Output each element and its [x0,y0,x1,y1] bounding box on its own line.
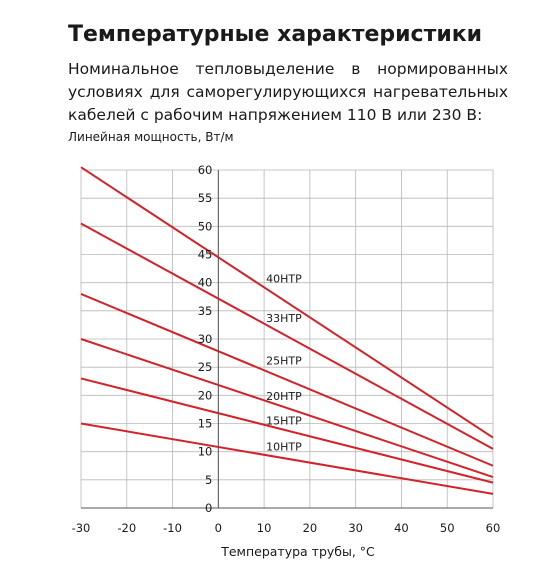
series-line [80,377,494,484]
x-tick-label: 40 [394,521,409,535]
y-tick-label: 30 [198,332,213,346]
series-line [80,166,494,439]
y-tick-label: 25 [198,360,213,374]
x-tick-label: 50 [440,521,455,535]
series-line [80,293,494,467]
y-tick-label: 10 [198,445,213,459]
series-lines [80,166,494,495]
chart-description: Номинальное тепловыделение в нормированн… [68,60,508,124]
y-tick-label: 55 [198,191,213,205]
x-tick-label: 10 [257,521,272,535]
x-tick-label: -30 [72,521,91,535]
y-tick-label: 45 [198,248,213,262]
series-line [80,338,494,478]
axes [81,170,493,509]
x-tick-label: -20 [117,521,136,535]
y-tick-label: 15 [198,417,213,431]
y-tick-label: 60 [198,163,213,177]
labels: -30 -20 -10 0 10 20 30 40 50 60 0 5 10 15 20 25 30 35 40 45… [72,163,501,535]
y-tick-label: 20 [198,388,213,402]
x-tick-label: 60 [486,521,501,535]
series-label: 20НТР [266,390,302,403]
series-label: 25НТР [266,354,302,367]
series-line [80,422,494,495]
series-label: 40НТР [266,273,302,286]
x-tick-label: 0 [215,521,222,535]
series-label: 15НТР [266,415,302,428]
y-tick-label: 40 [198,276,213,290]
x-tick-label: 30 [348,521,363,535]
x-tick-label: -10 [163,521,182,535]
y-tick-label: 35 [198,304,213,318]
series-label: 10НТР [266,441,302,454]
y-tick-label: 5 [205,473,212,487]
x-axis-label: Температура трубы, °С [220,544,375,559]
page-title: Температурные характеристики [68,22,483,47]
y-tick-label: 50 [198,219,213,233]
y-axis-label: Линейная мощность, Вт/м [68,130,234,144]
x-tick-label: 20 [303,521,318,535]
series-label: 33НТР [266,312,302,325]
series-line [80,222,494,450]
y-tick-label: 0 [205,501,212,515]
